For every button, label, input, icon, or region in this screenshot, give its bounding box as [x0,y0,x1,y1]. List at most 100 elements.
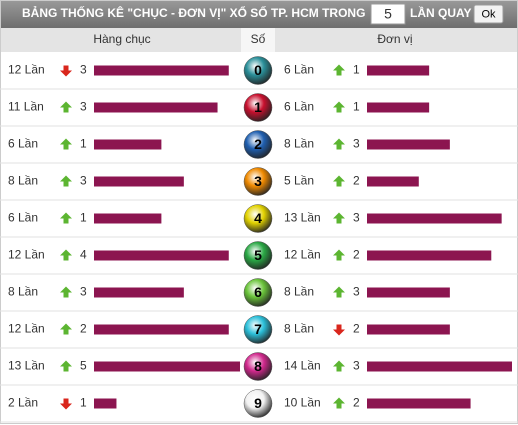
count-bar [367,287,450,298]
change-value: 3 [80,63,87,77]
count-bar [94,324,229,335]
count-bar [94,213,162,224]
change-value: 1 [353,100,360,114]
trend-arrow-up [333,286,345,298]
digit-ball [243,130,273,159]
count-bar [367,250,492,261]
count-label: 8 Lần [284,285,314,299]
count-label: 14 Lần [284,359,321,373]
count-label: 13 Lần [284,211,321,225]
digit-label: 2 [254,136,262,152]
trend-arrow-up [333,138,345,150]
trend-arrow-up [60,138,72,150]
count-label: 8 Lần [8,174,38,188]
digit-ball [243,93,273,122]
change-value: 2 [353,248,360,262]
count-bar [367,102,430,113]
count-bar [94,176,184,187]
digit-label: 6 [254,284,262,300]
count-label: 8 Lần [284,322,314,336]
header-suffix: LẦN QUAY [410,5,472,20]
count-bar [94,139,162,150]
tens-header: Hàng chục [93,32,150,46]
change-value: 3 [80,285,87,299]
change-value: 3 [80,100,87,114]
change-value: 1 [80,211,87,225]
trend-arrow-up [333,175,345,187]
ok-button-label: Ok [481,8,496,20]
digit-ball [243,389,273,418]
digit-ball [243,241,273,270]
count-label: 12 Lần [8,63,45,77]
count-bar [367,361,512,372]
count-label: 11 Lần [8,100,44,114]
trend-arrow-down [60,65,72,77]
count-input-value: 5 [384,6,392,22]
change-value: 3 [353,137,360,151]
trend-arrow-up [60,101,72,113]
trend-arrow-up [60,286,72,298]
digit-label: 4 [254,210,262,226]
count-bar [367,213,502,224]
count-input[interactable] [370,3,406,25]
count-bar [367,139,450,150]
trend-arrow-up [333,360,345,372]
digit-ball [243,56,273,85]
change-value: 2 [80,322,87,336]
change-value: 2 [353,174,360,188]
change-value: 3 [353,359,360,373]
count-bar [367,398,471,409]
count-bar [94,398,117,409]
digit-ball [243,278,273,307]
trend-arrow-up [333,212,345,224]
header-title: BẢNG THỐNG KÊ "CHỤC - ĐƠN VỊ" XỔ SỐ TP. … [22,5,365,20]
change-value: 3 [353,211,360,225]
count-bar [94,102,218,113]
ok-button[interactable] [473,4,504,24]
count-label: 13 Lần [8,359,45,373]
count-label: 12 Lần [284,248,321,262]
digit-ball [243,167,273,196]
digit-label: 7 [254,321,262,337]
count-label: 6 Lần [8,211,38,225]
digit-ball [243,352,273,381]
change-value: 5 [80,359,87,373]
digit-label: 9 [254,395,262,411]
digit-label: 8 [254,358,262,374]
trend-arrow-up [60,212,72,224]
trend-arrow-up [60,323,72,335]
digit-label: 1 [254,99,262,115]
trend-arrow-up [60,249,72,261]
trend-arrow-up [333,101,345,113]
trend-arrow-up [333,64,345,76]
digit-ball [243,315,273,344]
units-header: Đơn vị [377,32,412,46]
count-label: 12 Lần [8,322,45,336]
change-value: 4 [80,248,87,262]
count-bar [94,361,240,372]
change-value: 2 [353,396,360,410]
digit-label: 5 [254,247,262,263]
count-label: 2 Lần [8,396,38,410]
count-bar [94,287,184,298]
digit-ball [243,204,273,233]
digit-header: Số [251,32,266,46]
trend-arrow-up [333,249,345,261]
trend-arrow-up [60,175,72,187]
count-label: 10 Lần [284,396,321,410]
trend-arrow-down [333,324,345,336]
change-value: 1 [80,396,87,410]
count-label: 8 Lần [8,285,38,299]
change-value: 1 [80,137,87,151]
trend-arrow-down [60,398,72,410]
count-label: 12 Lần [8,248,45,262]
change-value: 3 [80,174,87,188]
trend-arrow-up [333,397,345,409]
count-bar [94,65,229,76]
count-label: 5 Lần [284,174,314,188]
header-bar [0,0,518,28]
count-label: 6 Lần [8,137,38,151]
digit-label: 3 [254,173,262,189]
change-value: 2 [353,322,360,336]
